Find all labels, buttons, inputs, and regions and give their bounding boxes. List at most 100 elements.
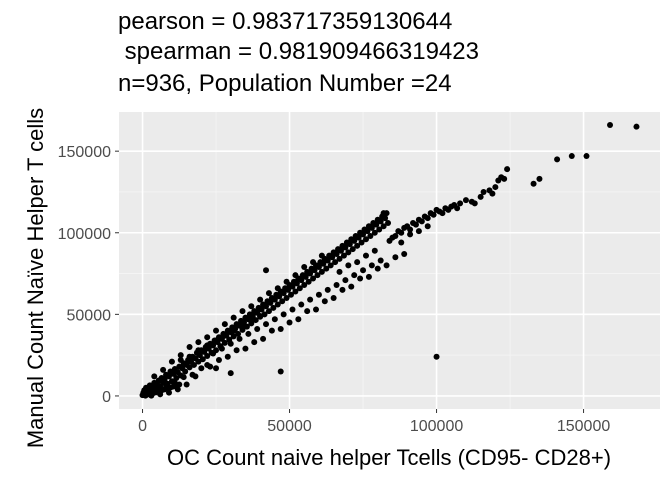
x-tick-label: 50000	[267, 418, 312, 435]
data-point	[292, 272, 299, 279]
data-point	[430, 211, 437, 218]
data-point	[279, 298, 286, 305]
data-point	[330, 295, 337, 302]
data-point	[312, 306, 319, 313]
data-point	[168, 358, 175, 365]
data-point	[248, 317, 255, 324]
data-point	[310, 259, 317, 266]
data-point	[210, 350, 217, 357]
data-point	[221, 332, 228, 339]
data-point	[186, 364, 193, 371]
data-point	[160, 366, 167, 373]
data-point	[213, 365, 220, 372]
data-point	[415, 228, 422, 235]
data-point	[360, 231, 367, 238]
data-point	[251, 339, 258, 346]
data-point	[254, 326, 261, 333]
data-point	[221, 321, 228, 328]
y-tick-label: 50000	[67, 307, 112, 324]
data-point	[345, 262, 352, 269]
data-point	[433, 353, 440, 360]
data-point	[177, 357, 184, 364]
data-point	[357, 275, 364, 282]
data-point	[383, 262, 390, 269]
data-point	[368, 224, 375, 231]
data-point	[311, 267, 318, 274]
data-point	[204, 361, 211, 368]
data-point	[236, 335, 243, 342]
data-point	[377, 218, 384, 225]
data-point	[536, 175, 543, 182]
data-point	[367, 233, 374, 240]
data-point	[239, 308, 246, 315]
data-point	[305, 278, 312, 285]
data-point	[186, 353, 193, 360]
data-point	[583, 153, 590, 160]
data-point	[263, 267, 270, 274]
data-point	[224, 353, 231, 360]
data-point	[385, 219, 392, 226]
data-point	[265, 290, 272, 297]
data-point	[327, 262, 334, 269]
data-point	[195, 347, 202, 354]
data-point	[332, 259, 339, 266]
data-point	[218, 345, 225, 352]
data-point	[568, 153, 575, 160]
y-tick-label: 150000	[58, 144, 111, 161]
data-point	[336, 268, 343, 275]
data-point	[351, 272, 358, 279]
data-point	[177, 352, 184, 359]
data-point	[358, 239, 365, 246]
data-point	[368, 262, 375, 269]
data-point	[263, 321, 270, 328]
data-point	[360, 267, 367, 274]
data-point	[362, 236, 369, 243]
data-point	[248, 303, 255, 310]
data-point	[257, 312, 264, 319]
x-tick-label: 100000	[410, 418, 463, 435]
data-point	[302, 273, 309, 280]
data-point	[227, 370, 234, 377]
data-point	[371, 247, 378, 254]
data-point	[198, 365, 205, 372]
data-point	[462, 197, 469, 204]
data-point	[407, 231, 414, 238]
data-point	[301, 264, 308, 271]
chart-title-line-3: n=936, Population Number =24	[118, 70, 452, 97]
data-point	[439, 210, 446, 217]
data-point	[235, 330, 242, 337]
data-point	[374, 265, 381, 272]
data-point	[301, 281, 308, 288]
data-point	[376, 226, 383, 233]
data-point	[245, 330, 252, 337]
data-point	[355, 234, 362, 241]
data-point	[424, 223, 431, 230]
data-point	[263, 303, 270, 310]
chart-title-line-2: spearman = 0.981909466319423	[118, 38, 479, 65]
data-point	[333, 281, 340, 288]
data-point	[320, 260, 327, 267]
y-axis-label: Manual Count Naïve Helper T cells	[23, 107, 48, 449]
data-point	[195, 339, 202, 346]
data-point	[186, 343, 193, 350]
data-point	[285, 286, 292, 293]
data-point	[364, 228, 371, 235]
data-point	[271, 316, 278, 323]
data-point	[324, 257, 331, 264]
data-point	[480, 188, 487, 195]
data-point	[346, 241, 353, 248]
data-point	[192, 373, 199, 380]
data-point	[180, 374, 187, 381]
data-point	[607, 122, 614, 129]
data-point	[283, 295, 290, 302]
data-point	[204, 342, 211, 349]
y-tick-label: 100000	[58, 226, 111, 243]
data-point	[314, 272, 321, 279]
data-point	[336, 255, 343, 262]
data-point	[504, 166, 511, 173]
plot-panel	[119, 112, 660, 409]
data-point	[348, 283, 355, 290]
data-point	[407, 226, 414, 233]
data-point	[554, 156, 561, 163]
